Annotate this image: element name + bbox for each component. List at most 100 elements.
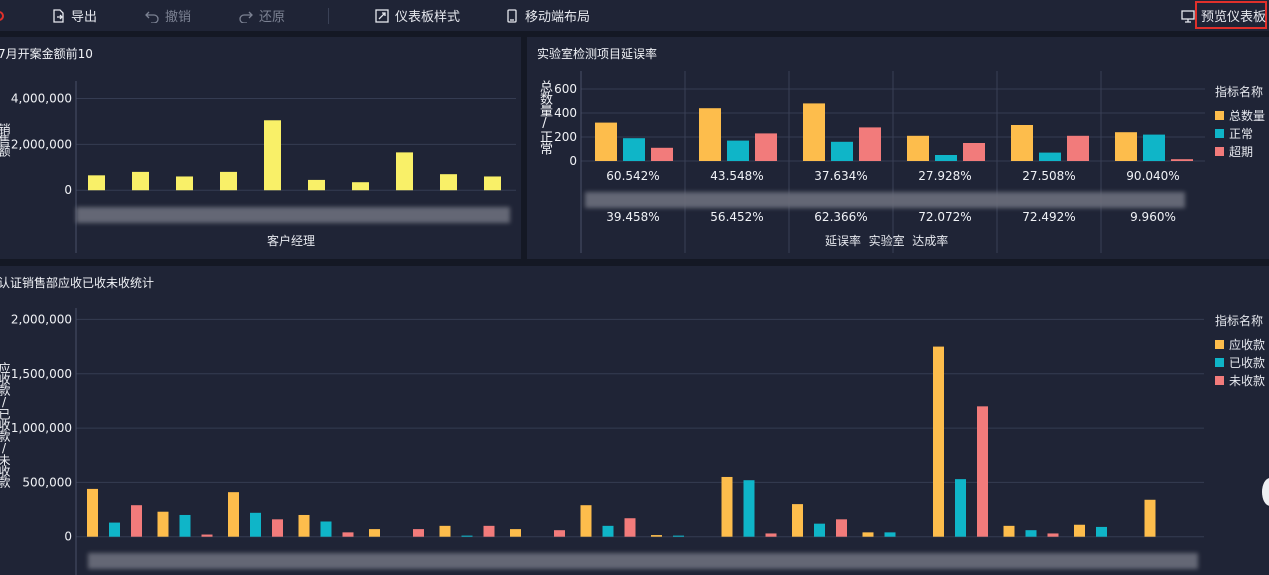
legend-item[interactable]: 应收款 xyxy=(1215,335,1265,353)
bar xyxy=(88,175,105,191)
legend-swatch xyxy=(1215,110,1224,120)
legend-title: 指标名称 xyxy=(1215,85,1264,99)
legend-item[interactable]: 正常 xyxy=(1215,124,1265,142)
y-tick-label: 400 xyxy=(554,106,577,120)
legend-label: 总数量 xyxy=(1229,108,1266,123)
dashboard-style-button[interactable]: 仪表板样式 xyxy=(375,0,460,31)
mobile-layout-label: 移动端布局 xyxy=(525,10,591,25)
bar xyxy=(955,479,966,537)
bar xyxy=(308,179,325,191)
y-tick-label: 4,000,000 xyxy=(11,91,72,105)
panel-bottom[interactable]: 认证销售部应收已收未收统计 0 500,000 1,000,000 1,500,000… xyxy=(0,266,1269,575)
legend-item[interactable]: 未收款 xyxy=(1215,371,1265,389)
bar xyxy=(1096,526,1107,537)
bar xyxy=(554,530,565,537)
bar xyxy=(1171,159,1193,161)
receivables-bar-chart: 0 500,000 1,000,000 1,500,000 2,000,000 xyxy=(11,308,1204,575)
legend-item[interactable]: 总数量 xyxy=(1215,106,1265,124)
panel-title: 7月开案金额前10 xyxy=(0,47,93,61)
redo-button[interactable]: 还原 xyxy=(239,0,285,31)
export-button[interactable]: 导出 xyxy=(51,0,97,31)
y-tick-label: 200 xyxy=(554,130,577,144)
bar xyxy=(176,176,193,191)
legend-item[interactable]: 已收款 xyxy=(1215,353,1265,371)
mouse-cursor xyxy=(1262,478,1269,506)
table-cell: 62.366% xyxy=(814,210,868,224)
bar xyxy=(963,143,985,161)
y-tick-label: 600 xyxy=(554,82,577,96)
bar xyxy=(743,480,755,537)
bar xyxy=(250,512,261,537)
bar xyxy=(792,504,803,537)
table-cell: 9.960% xyxy=(1130,210,1176,224)
preview-dashboard-button[interactable]: 预览仪表板 xyxy=(1181,0,1266,31)
bar xyxy=(1074,524,1085,537)
bar xyxy=(933,346,944,537)
toolbar-divider xyxy=(328,8,329,24)
bar xyxy=(831,141,853,161)
bar xyxy=(721,476,733,537)
bar xyxy=(440,174,457,191)
legend-label: 未收款 xyxy=(1229,373,1266,388)
monitor-icon xyxy=(1181,9,1195,23)
bar xyxy=(602,525,614,537)
panel-top-right[interactable]: 实验室检测项目延误率 0 200 400 600 总数量/正常 指标名称 总数量 正常… xyxy=(527,37,1269,259)
legend-title: 指标名称 xyxy=(1215,314,1264,328)
table-cell: 56.452% xyxy=(710,210,764,224)
undo-icon xyxy=(145,11,159,23)
lab-names-redacted xyxy=(585,192,1185,208)
table-cell: 37.634% xyxy=(814,169,868,183)
bar xyxy=(201,534,213,537)
bar xyxy=(907,135,929,161)
bar xyxy=(859,127,881,161)
bar xyxy=(483,525,495,537)
bar xyxy=(884,532,896,537)
bar xyxy=(1143,134,1165,161)
bar xyxy=(1025,530,1037,537)
bar xyxy=(369,529,380,537)
bar xyxy=(803,103,825,161)
legend-swatch xyxy=(1215,128,1224,138)
legend-label: 正常 xyxy=(1229,126,1254,141)
bar xyxy=(179,514,191,537)
bar xyxy=(272,519,283,537)
bar xyxy=(624,518,636,537)
bar xyxy=(836,519,847,537)
bar xyxy=(228,492,239,537)
bar xyxy=(862,532,874,537)
back-icon[interactable] xyxy=(0,0,4,31)
dashboard-style-label: 仪表板样式 xyxy=(395,10,461,25)
legend-item[interactable]: 超期 xyxy=(1215,142,1265,160)
y-axis-label: 总数量/正常 xyxy=(537,80,552,154)
bar xyxy=(623,138,645,161)
export-label: 导出 xyxy=(71,10,98,25)
bar xyxy=(765,533,777,537)
export-icon xyxy=(53,8,64,23)
toolbar: 导出 撤销 还原 仪表板样式 移动端布局 预览仪表板 xyxy=(0,0,1269,32)
sales-bar-chart: 0 2,000,000 4,000,000 xyxy=(11,81,516,253)
y-axis-label: 销售额 xyxy=(0,123,11,156)
legend-label: 应收款 xyxy=(1229,337,1266,352)
bar xyxy=(439,525,451,537)
bar xyxy=(977,406,988,537)
bar xyxy=(1067,135,1089,161)
preview-dashboard-label: 预览仪表板 xyxy=(1201,10,1267,25)
lab-delay-bar-chart: 0 200 400 600 xyxy=(554,71,1205,253)
table-cell: 60.542% xyxy=(606,169,660,183)
bar xyxy=(1115,132,1137,161)
redo-label: 还原 xyxy=(259,10,286,25)
panel-top-left[interactable]: 7月开案金额前10 0 2,000,000 4,000,000 销售额 客户经理 xyxy=(0,37,521,259)
bar xyxy=(461,535,473,537)
legend-swatch xyxy=(1215,339,1224,349)
table-cell: 27.508% xyxy=(1022,169,1076,183)
y-tick-label: 2,000,000 xyxy=(11,312,72,326)
y-tick-label: 1,000,000 xyxy=(11,421,72,435)
table-cell: 72.492% xyxy=(1022,210,1076,224)
undo-label: 撤销 xyxy=(165,10,192,25)
undo-button[interactable]: 撤销 xyxy=(145,0,191,31)
mobile-layout-button[interactable]: 移动端布局 xyxy=(505,0,590,31)
bar xyxy=(699,108,721,161)
table-cell: 90.040% xyxy=(1126,169,1180,183)
table-footer-label: 延误率 实验室 达成率 xyxy=(825,234,949,248)
style-icon xyxy=(375,8,389,23)
